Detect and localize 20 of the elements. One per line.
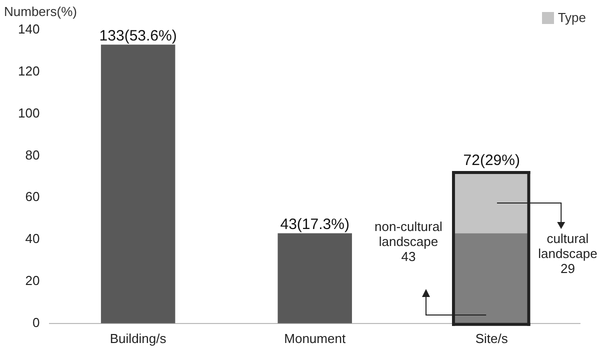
y-tick-label: 60 <box>25 189 40 204</box>
bar <box>100 44 176 324</box>
y-tick-label: 40 <box>25 231 40 246</box>
total-label: 133(53.6%) <box>99 27 177 44</box>
y-tick-label: 80 <box>25 147 40 162</box>
y-tick-label: 140 <box>18 22 40 37</box>
y-tick-label: 100 <box>18 105 40 120</box>
x-tick-label: Monument <box>284 330 346 346</box>
y-tick-label: 20 <box>25 273 40 288</box>
y-axis-title: Numbers(%) <box>4 4 77 19</box>
x-tick-label: Site/s <box>475 330 508 346</box>
y-tick-label: 120 <box>18 63 40 78</box>
annotation: non-cultural landscape 43 <box>374 218 444 264</box>
total-label: 72(29%) <box>463 152 520 170</box>
total-label: 43(17.3%) <box>280 216 350 233</box>
legend-label: Type <box>558 10 586 25</box>
annotation: cultural landscape 29 <box>537 230 598 276</box>
x-tick-label: Building/s <box>110 330 167 346</box>
y-tick-label: 0 <box>32 314 40 330</box>
bar <box>278 233 352 324</box>
